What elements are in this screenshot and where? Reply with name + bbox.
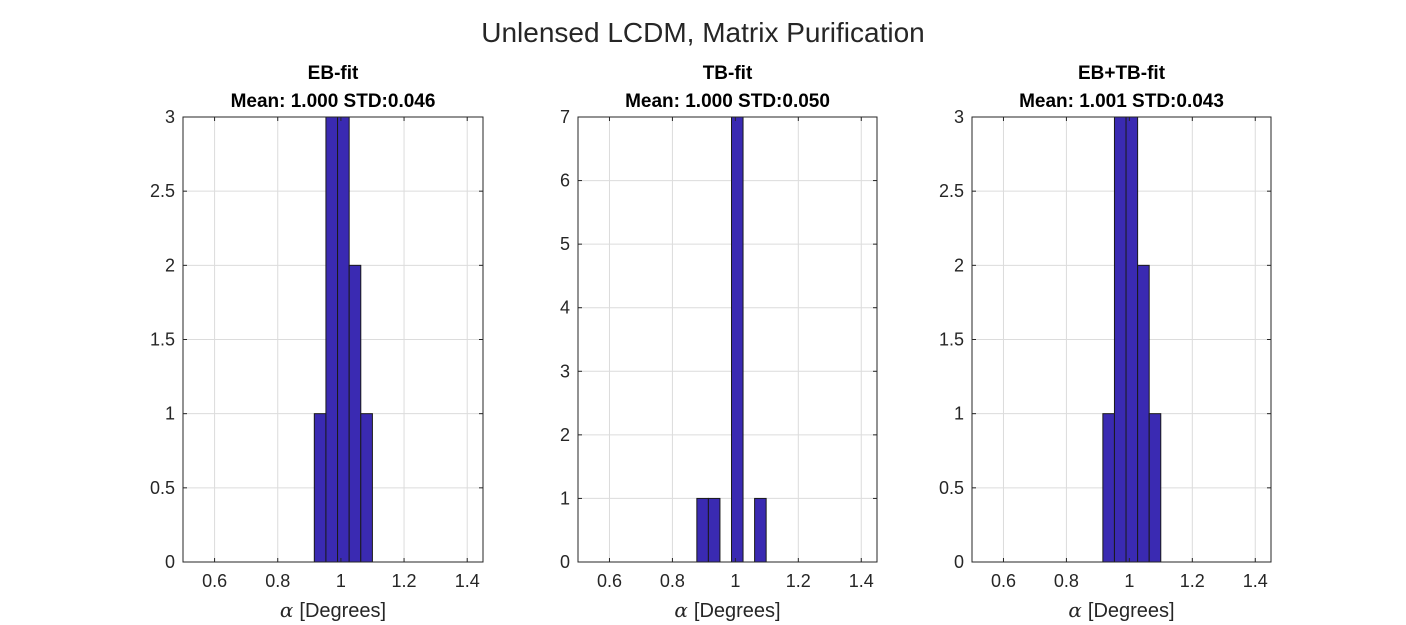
y-tick-label: 4 — [560, 298, 570, 318]
y-tick-label: 6 — [560, 171, 570, 191]
y-tick-label: 1 — [954, 404, 964, 424]
y-tick-label: 0.5 — [939, 478, 964, 498]
alpha-symbol: α — [1068, 598, 1082, 622]
y-tick-label: 1 — [165, 404, 175, 424]
figure-suptitle: Unlensed LCDM, Matrix Purification — [481, 17, 925, 48]
x-tick-label: 1 — [1124, 571, 1134, 591]
x-tick-label: 0.6 — [991, 571, 1016, 591]
x-axis-unit: [Degrees] — [694, 600, 781, 622]
x-tick-label: 1 — [730, 571, 740, 591]
alpha-symbol: α — [280, 598, 294, 622]
y-tick-label: 2 — [954, 255, 964, 275]
y-tick-label: 0 — [560, 552, 570, 572]
histogram-bar — [1113, 116, 1127, 563]
x-tick-label: 1.4 — [849, 571, 874, 591]
histogram-bar — [1125, 116, 1139, 563]
y-tick-label: 2.5 — [150, 181, 175, 201]
alpha-symbol: α — [674, 598, 688, 622]
x-tick-label: 1.2 — [786, 571, 811, 591]
y-tick-label: 5 — [560, 234, 570, 254]
x-axis-label: α [Degrees] — [280, 598, 386, 622]
panel-subtitle: Mean: 1.001 STD:0.043 — [1019, 91, 1224, 112]
y-tick-label: 3 — [165, 107, 175, 127]
x-tick-label: 1.4 — [1243, 571, 1268, 591]
histogram-panel: 0.6 0.8 1 1.2 1.4 0 0.5 1 1.5 2 2.5 3 EB-fit Mean: 1.… — [150, 63, 484, 622]
y-tick-label: 2 — [560, 425, 570, 445]
histogram-bar — [337, 116, 350, 563]
x-tick-label: 1.4 — [455, 571, 480, 591]
histogram-bar — [1137, 264, 1150, 563]
y-tick-label: 1.5 — [150, 330, 175, 350]
histogram-bar — [360, 413, 373, 563]
histogram-bar — [1148, 413, 1162, 563]
x-axis-label: α [Degrees] — [1068, 598, 1174, 622]
x-tick-label: 1.2 — [392, 571, 417, 591]
histogram-bar — [325, 116, 339, 563]
x-tick-label: 0.8 — [660, 571, 685, 591]
x-tick-label: 0.6 — [597, 571, 622, 591]
y-tick-label: 3 — [954, 107, 964, 127]
y-tick-label: 7 — [560, 107, 570, 127]
x-axis-unit: [Degrees] — [1088, 600, 1175, 622]
histogram-panels: 0.6 0.8 1 1.2 1.4 0 0.5 1 1.5 2 2.5 3 EB-fit Mean: 1.… — [150, 63, 1272, 622]
panel-title: EB+TB-fit — [1078, 63, 1166, 84]
x-axis-unit: [Degrees] — [299, 600, 386, 622]
panel-subtitle: Mean: 1.000 STD:0.046 — [231, 91, 436, 112]
histogram-bar — [348, 264, 362, 563]
y-tick-label: 0.5 — [150, 478, 175, 498]
histogram-panel: 0.6 0.8 1 1.2 1.4 0 1 2 3 4 5 6 7 TB-fit Mean: 1.000 S… — [560, 63, 878, 622]
x-tick-label: 0.8 — [265, 571, 290, 591]
histogram-panel: 0.6 0.8 1 1.2 1.4 0 0.5 1 1.5 2 2.5 3 EB+TB-fit Mean:… — [939, 63, 1272, 622]
histogram-bar — [313, 413, 327, 563]
x-tick-label: 0.6 — [202, 571, 227, 591]
x-tick-label: 0.8 — [1054, 571, 1079, 591]
x-tick-label: 1.2 — [1180, 571, 1205, 591]
x-axis-label: α [Degrees] — [674, 598, 780, 622]
y-tick-label: 1 — [560, 488, 570, 508]
histogram-bar — [754, 497, 767, 563]
histogram-bar — [1102, 413, 1115, 563]
y-tick-label: 1.5 — [939, 330, 964, 350]
histogram-bar — [707, 497, 721, 563]
y-tick-label: 2 — [165, 255, 175, 275]
y-tick-label: 0 — [165, 552, 175, 572]
histogram-bar — [730, 116, 744, 563]
y-tick-label: 3 — [560, 361, 570, 381]
y-tick-label: 0 — [954, 552, 964, 572]
panel-title: TB-fit — [703, 63, 753, 84]
histogram-bar — [696, 497, 709, 563]
axes-box — [577, 116, 878, 563]
panel-title: EB-fit — [308, 63, 359, 84]
panel-subtitle: Mean: 1.000 STD:0.050 — [625, 91, 830, 112]
y-tick-label: 2.5 — [939, 181, 964, 201]
x-tick-label: 1 — [336, 571, 346, 591]
